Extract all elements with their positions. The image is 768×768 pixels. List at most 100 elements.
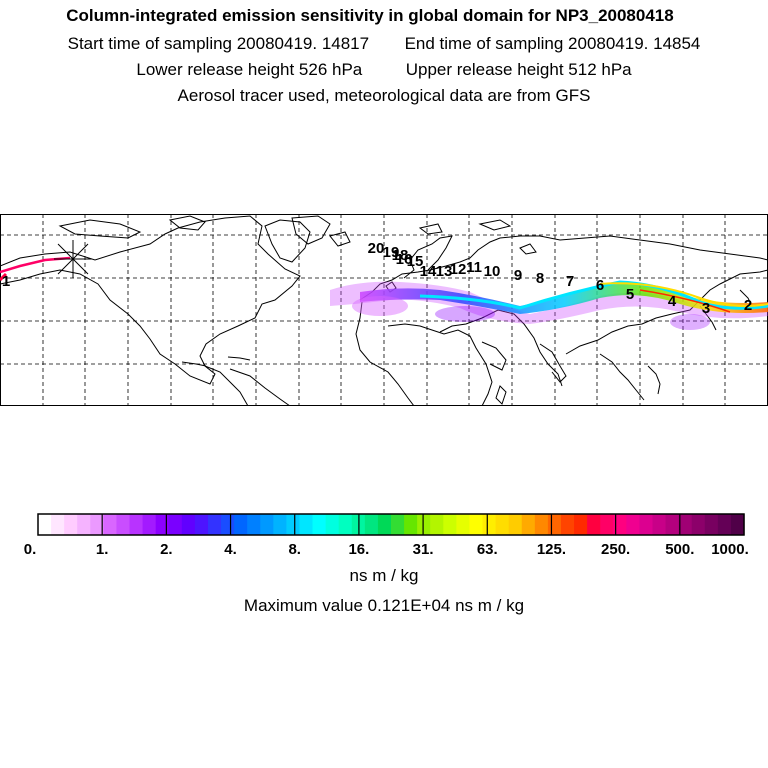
colorbar-cell [404,514,418,535]
colorbar-cell [469,514,484,535]
colorbar-cell [495,514,510,535]
colorbar-tick-label: 4. [224,541,237,558]
colorbar-cell [521,514,536,535]
colorbar-tick-label: 0. [24,541,37,558]
colorbar-tick-label: 16. [348,541,369,558]
colorbar-cell [247,514,261,535]
day-label: 20 [368,240,385,257]
upper-height-label: Upper release height 512 hPa [405,60,632,79]
colorbar-unit: ns m / kg [349,566,419,585]
day-label: 15 [407,253,424,270]
colorbar: 0. 1. 2. 4. 8. 16. 31. 63. 125. 250. 500. 1000. [24,513,749,558]
colorbar-cell [508,514,523,535]
day-label: 8 [536,270,544,287]
day-label: 13 [436,263,453,280]
colorbar-cell [286,514,301,535]
colorbar-cell [299,514,314,535]
day-label: 11 [466,259,482,276]
day-label: 5 [626,286,634,303]
release-heights: Lower release height 526 hPa Upper relea… [0,60,768,80]
colorbar-tick-label: 250. [601,541,630,558]
colorbar-cell [312,514,327,535]
day-label: 19 [383,244,400,261]
colorbar-cell [391,514,405,535]
day-label: 7 [566,273,574,290]
colorbar-cell [430,514,444,535]
colorbar-tick-label: 125. [537,541,566,558]
colorbar-ticks: 0. 1. 2. 4. 8. 16. 31. 63. 125. 250. 500. 1000. [24,514,749,558]
colorbar-tick-label: 500. [665,541,694,558]
end-time-label: End time of sampling 20080419. 14854 [404,34,701,53]
colorbar-cell [51,514,65,535]
day-label: 9 [514,267,522,284]
colorbar-cell [482,514,497,535]
maximum-value: Maximum value 0.121E+04 ns m / kg [243,596,525,615]
colorbar-cell [260,514,274,535]
coastlines [0,215,768,406]
colorbar-cell [207,514,222,535]
day-label: 16 [396,251,413,268]
colorbar-cell [534,514,549,535]
colorbar-cell [273,514,288,535]
colorbar-cell [665,514,680,535]
day-label: 2 [744,297,752,314]
colorbar-tick-label: 1000. [711,541,749,558]
start-time-label: Start time of sampling 20080419. 14817 [67,34,370,53]
page-title: Column-integrated emission sensitivity i… [66,6,674,25]
colorbar-cell [443,514,457,535]
colorbar-cell [587,514,601,535]
colorbar-cell [626,514,641,535]
day-label: 10 [484,263,501,280]
colorbar-cell [90,514,104,535]
colorbar-tick-label: 1. [96,541,109,558]
day-label: 12 [450,261,467,278]
colorbar-cell [639,514,654,535]
colorbar-cell [103,514,118,535]
colorbar-cell [456,514,471,535]
day-label: 6 [596,277,604,294]
colorbar-cell [547,514,562,535]
colorbar-cell [338,514,353,535]
colorbar-cell [77,514,91,535]
colorbar-cell [574,514,588,535]
colorbar-cell [142,514,157,535]
colorbar-cell [652,514,667,535]
colorbar-cell [168,514,183,535]
colorbar-cell [194,514,209,535]
colorbar-tick-label: 63. [477,541,498,558]
day-label: 3 [702,300,710,317]
colorbar-cell [155,514,170,535]
emission-plume [0,256,768,330]
colorbar-cell [704,514,719,535]
colorbar-cell [129,514,144,535]
day-label: 1 [2,273,10,290]
colorbar-cell [377,514,392,535]
colorbar-cell [613,514,627,535]
tracer-info: Aerosol tracer used, meteorological data… [177,86,591,105]
colorbar-cell [325,514,340,535]
day-label: 18 [392,247,409,264]
colorbar-cell [560,514,575,535]
colorbar-cell [181,514,196,535]
colorbar-tick-label: 8. [288,541,301,558]
colorbar-cell [600,514,614,535]
colorbar-cell [64,514,78,535]
colorbar-cell [116,514,131,535]
colorbar-cell [364,514,379,535]
colorbar-cells [38,514,745,535]
colorbar-cell [678,514,693,535]
colorbar-cell [417,514,431,535]
colorbar-cell [221,514,235,535]
day-label: 14 [420,263,437,280]
colorbar-cell [717,514,732,535]
map-frame [0,214,768,406]
colorbar-tick-label: 2. [160,541,173,558]
colorbar-cell [38,514,52,535]
colorbar-tick-label: 31. [413,541,434,558]
day-label: 4 [668,293,677,310]
release-point-star [54,240,92,278]
colorbar-cell [691,514,706,535]
lower-height-label: Lower release height 526 hPa [136,60,363,79]
